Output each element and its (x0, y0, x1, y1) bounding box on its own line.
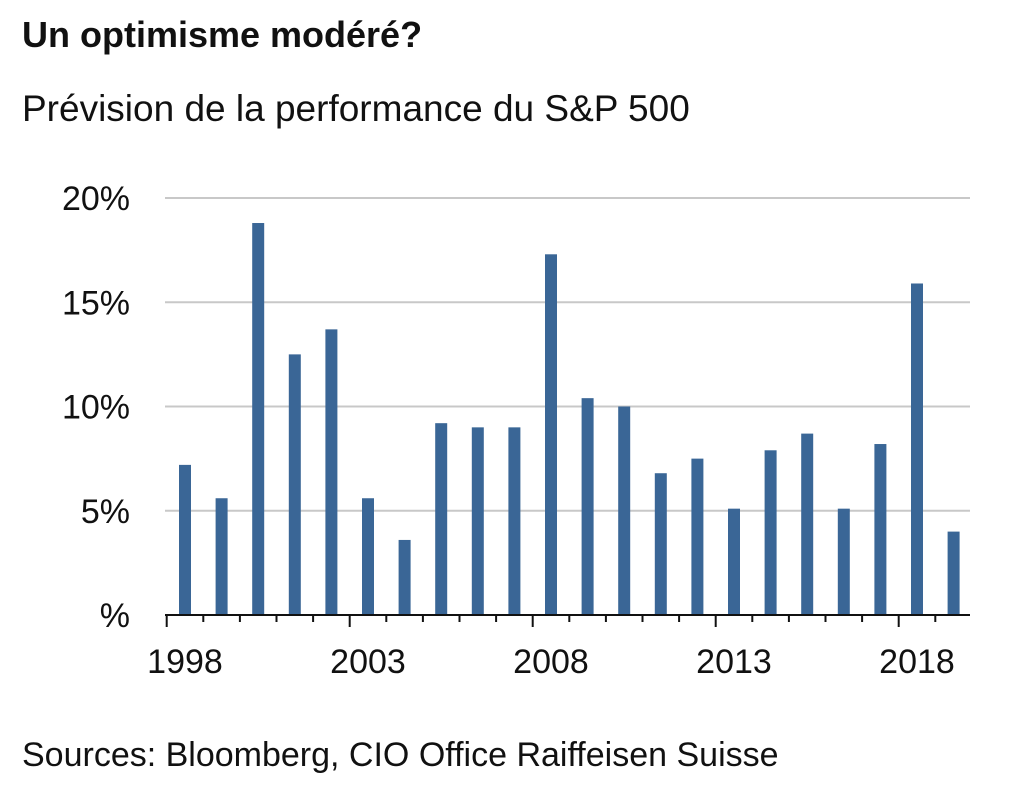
x-tick-label: 2003 (330, 643, 406, 681)
bar-2018 (911, 283, 923, 615)
bar-2008 (545, 254, 557, 616)
x-axis (165, 614, 970, 627)
bar-2014 (764, 450, 777, 615)
bar-2015 (801, 433, 814, 615)
bar-2001 (288, 354, 301, 615)
bar-chart: % 5% 10% 15% 20% 1998 2003 2008 2013 2018 (62, 180, 970, 681)
bar-2007 (508, 427, 521, 615)
bar-2016 (837, 508, 850, 615)
bar-2019 (947, 531, 960, 615)
y-tick-label: 10% (62, 389, 130, 427)
grid-lines (165, 197, 970, 512)
bar-2003 (362, 498, 374, 615)
bar-1999 (215, 498, 228, 615)
bar-2005 (435, 423, 448, 615)
bar-2011 (654, 473, 667, 615)
y-tick-label: % (100, 597, 130, 635)
x-tick-label: 1998 (147, 643, 223, 681)
bar-series (179, 223, 960, 616)
bar-2010 (618, 406, 631, 615)
bar-2000 (252, 223, 265, 615)
bar-2006 (471, 427, 484, 615)
bar-1998 (179, 464, 191, 615)
chart-title: Un optimisme modéré? (22, 14, 423, 55)
x-tick-label: 2008 (513, 643, 589, 681)
source-note: Sources: Bloomberg, CIO Office Raiffeise… (22, 736, 779, 774)
y-axis-labels: % 5% 10% 15% 20% (62, 180, 130, 635)
chart-subtitle: Prévision de la performance du S&P 500 (22, 88, 690, 129)
bar-2013 (728, 508, 740, 615)
y-tick-label: 5% (81, 493, 130, 531)
bar-2012 (691, 458, 704, 615)
bar-2002 (325, 329, 338, 615)
bar-2009 (581, 398, 594, 615)
y-tick-label: 20% (62, 180, 130, 218)
bar-2004 (398, 539, 411, 615)
x-tick-label: 2018 (879, 643, 955, 681)
bar-2017 (874, 444, 887, 615)
y-tick-label: 15% (62, 284, 130, 322)
x-axis-labels: 1998 2003 2008 2013 2018 (147, 643, 955, 681)
x-tick-label: 2013 (696, 643, 772, 681)
